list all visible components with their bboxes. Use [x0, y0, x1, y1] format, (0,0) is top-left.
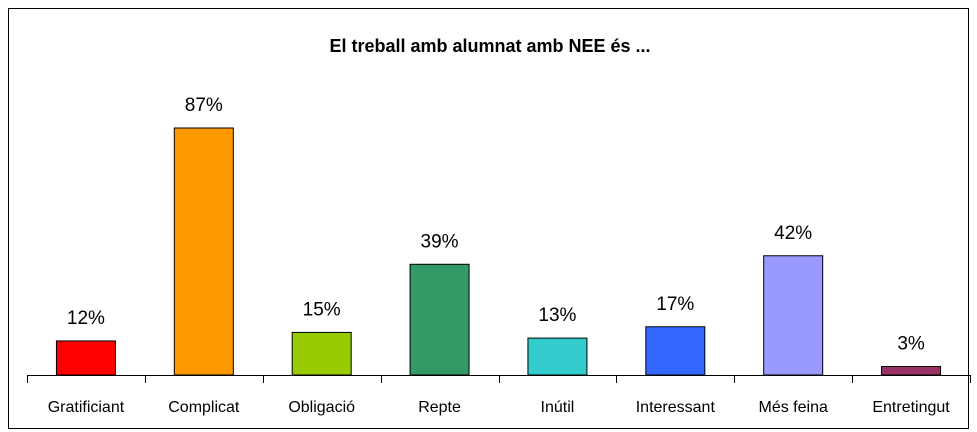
- bar: [527, 337, 588, 376]
- bar: [291, 331, 352, 376]
- x-tick-label: Més feina: [759, 399, 828, 416]
- bar: [881, 365, 942, 376]
- value-label: 13%: [538, 305, 576, 326]
- x-tick-label: Inútil: [541, 399, 575, 416]
- value-label: 87%: [185, 95, 223, 116]
- x-tick-label: Obligació: [288, 399, 355, 416]
- x-tick-label: Interessant: [636, 399, 716, 416]
- chart-border: [8, 8, 969, 429]
- bar: [173, 127, 234, 376]
- bar: [55, 340, 116, 376]
- x-tick-label: Repte: [418, 399, 461, 416]
- chart-title: El treball amb alumnat amb NEE és ...: [329, 36, 650, 56]
- value-label: 3%: [897, 333, 925, 354]
- bar: [409, 263, 470, 376]
- bar: [763, 255, 824, 376]
- value-label: 39%: [421, 231, 459, 252]
- x-tick-label: Entretingut: [872, 399, 950, 416]
- value-label: 42%: [774, 223, 812, 244]
- value-label: 15%: [303, 299, 341, 320]
- value-label: 12%: [67, 308, 105, 329]
- bar: [645, 326, 706, 376]
- x-tick-label: Complicat: [168, 399, 240, 416]
- x-tick-label: Gratificiant: [48, 399, 125, 416]
- value-label: 17%: [656, 294, 694, 315]
